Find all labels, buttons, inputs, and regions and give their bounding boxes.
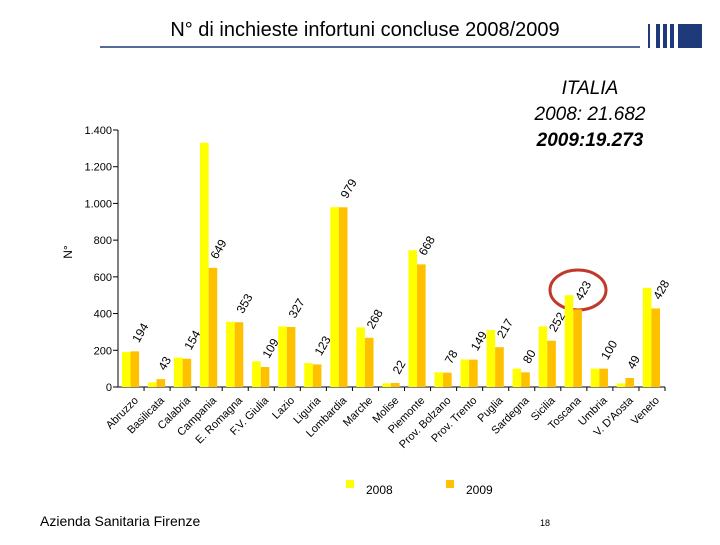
bar (174, 357, 183, 387)
legend-swatch (446, 480, 454, 488)
annotation: 2008: 21.682 (534, 104, 646, 125)
bar (573, 309, 582, 387)
bar (469, 359, 478, 387)
bar (147, 382, 157, 387)
bar (182, 358, 192, 387)
bar (651, 308, 661, 387)
y-tick-label: 800 (94, 235, 112, 247)
y-tick-label: 200 (94, 345, 112, 357)
data-label: 100 (598, 338, 620, 363)
bar (443, 372, 452, 387)
y-tick-label: 0 (106, 382, 112, 394)
bar (252, 361, 261, 387)
bar (512, 368, 522, 387)
data-label: 78 (442, 347, 461, 366)
bar (278, 326, 287, 387)
bar (521, 372, 530, 387)
legend-label: 2008 (366, 483, 393, 497)
logo (648, 24, 702, 48)
chart-title: N° di inchieste infortuni concluse 2008/… (170, 19, 559, 41)
bar (356, 327, 365, 387)
bar (564, 295, 574, 387)
legend-swatch (346, 480, 354, 488)
data-label: 979 (338, 176, 360, 201)
x-tick-label: Marche (341, 395, 375, 429)
bar (460, 359, 470, 387)
data-label: 43 (155, 354, 174, 373)
annotation: 2009:19.273 (536, 130, 644, 151)
data-label: 268 (364, 307, 386, 332)
bar (330, 207, 339, 387)
bar (304, 363, 313, 387)
bar (286, 326, 296, 387)
bar (547, 340, 556, 387)
data-label: 649 (207, 237, 229, 262)
bar (625, 378, 635, 387)
bar (364, 337, 374, 387)
bar (642, 287, 652, 387)
y-tick-label: 400 (94, 309, 112, 321)
data-label: 327 (286, 296, 308, 321)
y-tick-label: 600 (94, 272, 112, 284)
bar (390, 382, 400, 387)
bar (417, 264, 426, 387)
bar (260, 366, 270, 387)
data-label: 428 (650, 277, 672, 302)
data-label: 22 (390, 358, 409, 377)
data-label: 423 (572, 278, 594, 303)
bar (590, 368, 600, 387)
bar (200, 142, 209, 387)
data-label: 80 (520, 347, 539, 366)
bar (312, 364, 322, 387)
bar (382, 383, 391, 387)
data-label: 194 (129, 320, 151, 345)
y-tick-label: 1.200 (84, 162, 112, 174)
bar (486, 330, 496, 387)
bar (234, 322, 244, 387)
bar (121, 352, 131, 387)
annotation: ITALIA (562, 78, 619, 99)
bar (599, 368, 608, 387)
bar (208, 267, 218, 387)
x-tick-label: Veneto (629, 395, 662, 428)
data-label: 49 (624, 353, 643, 372)
bar (495, 347, 504, 387)
legend-label: 2009 (466, 483, 493, 497)
bar (616, 383, 626, 387)
footer: Azienda Sanitaria Firenze (40, 513, 201, 529)
page-number: 18 (540, 518, 550, 528)
bar (538, 326, 548, 387)
bar (434, 372, 444, 387)
y-axis-label: N° (61, 245, 75, 259)
y-tick-label: 1.000 (84, 198, 112, 210)
data-label: 668 (416, 233, 438, 258)
data-label: 353 (233, 291, 255, 316)
bar (408, 250, 418, 387)
bar (130, 351, 140, 387)
bar (156, 379, 166, 387)
y-tick-label: 1.400 (84, 125, 112, 137)
bar (338, 207, 348, 387)
bar (226, 321, 235, 387)
data-label: 217 (494, 316, 516, 341)
